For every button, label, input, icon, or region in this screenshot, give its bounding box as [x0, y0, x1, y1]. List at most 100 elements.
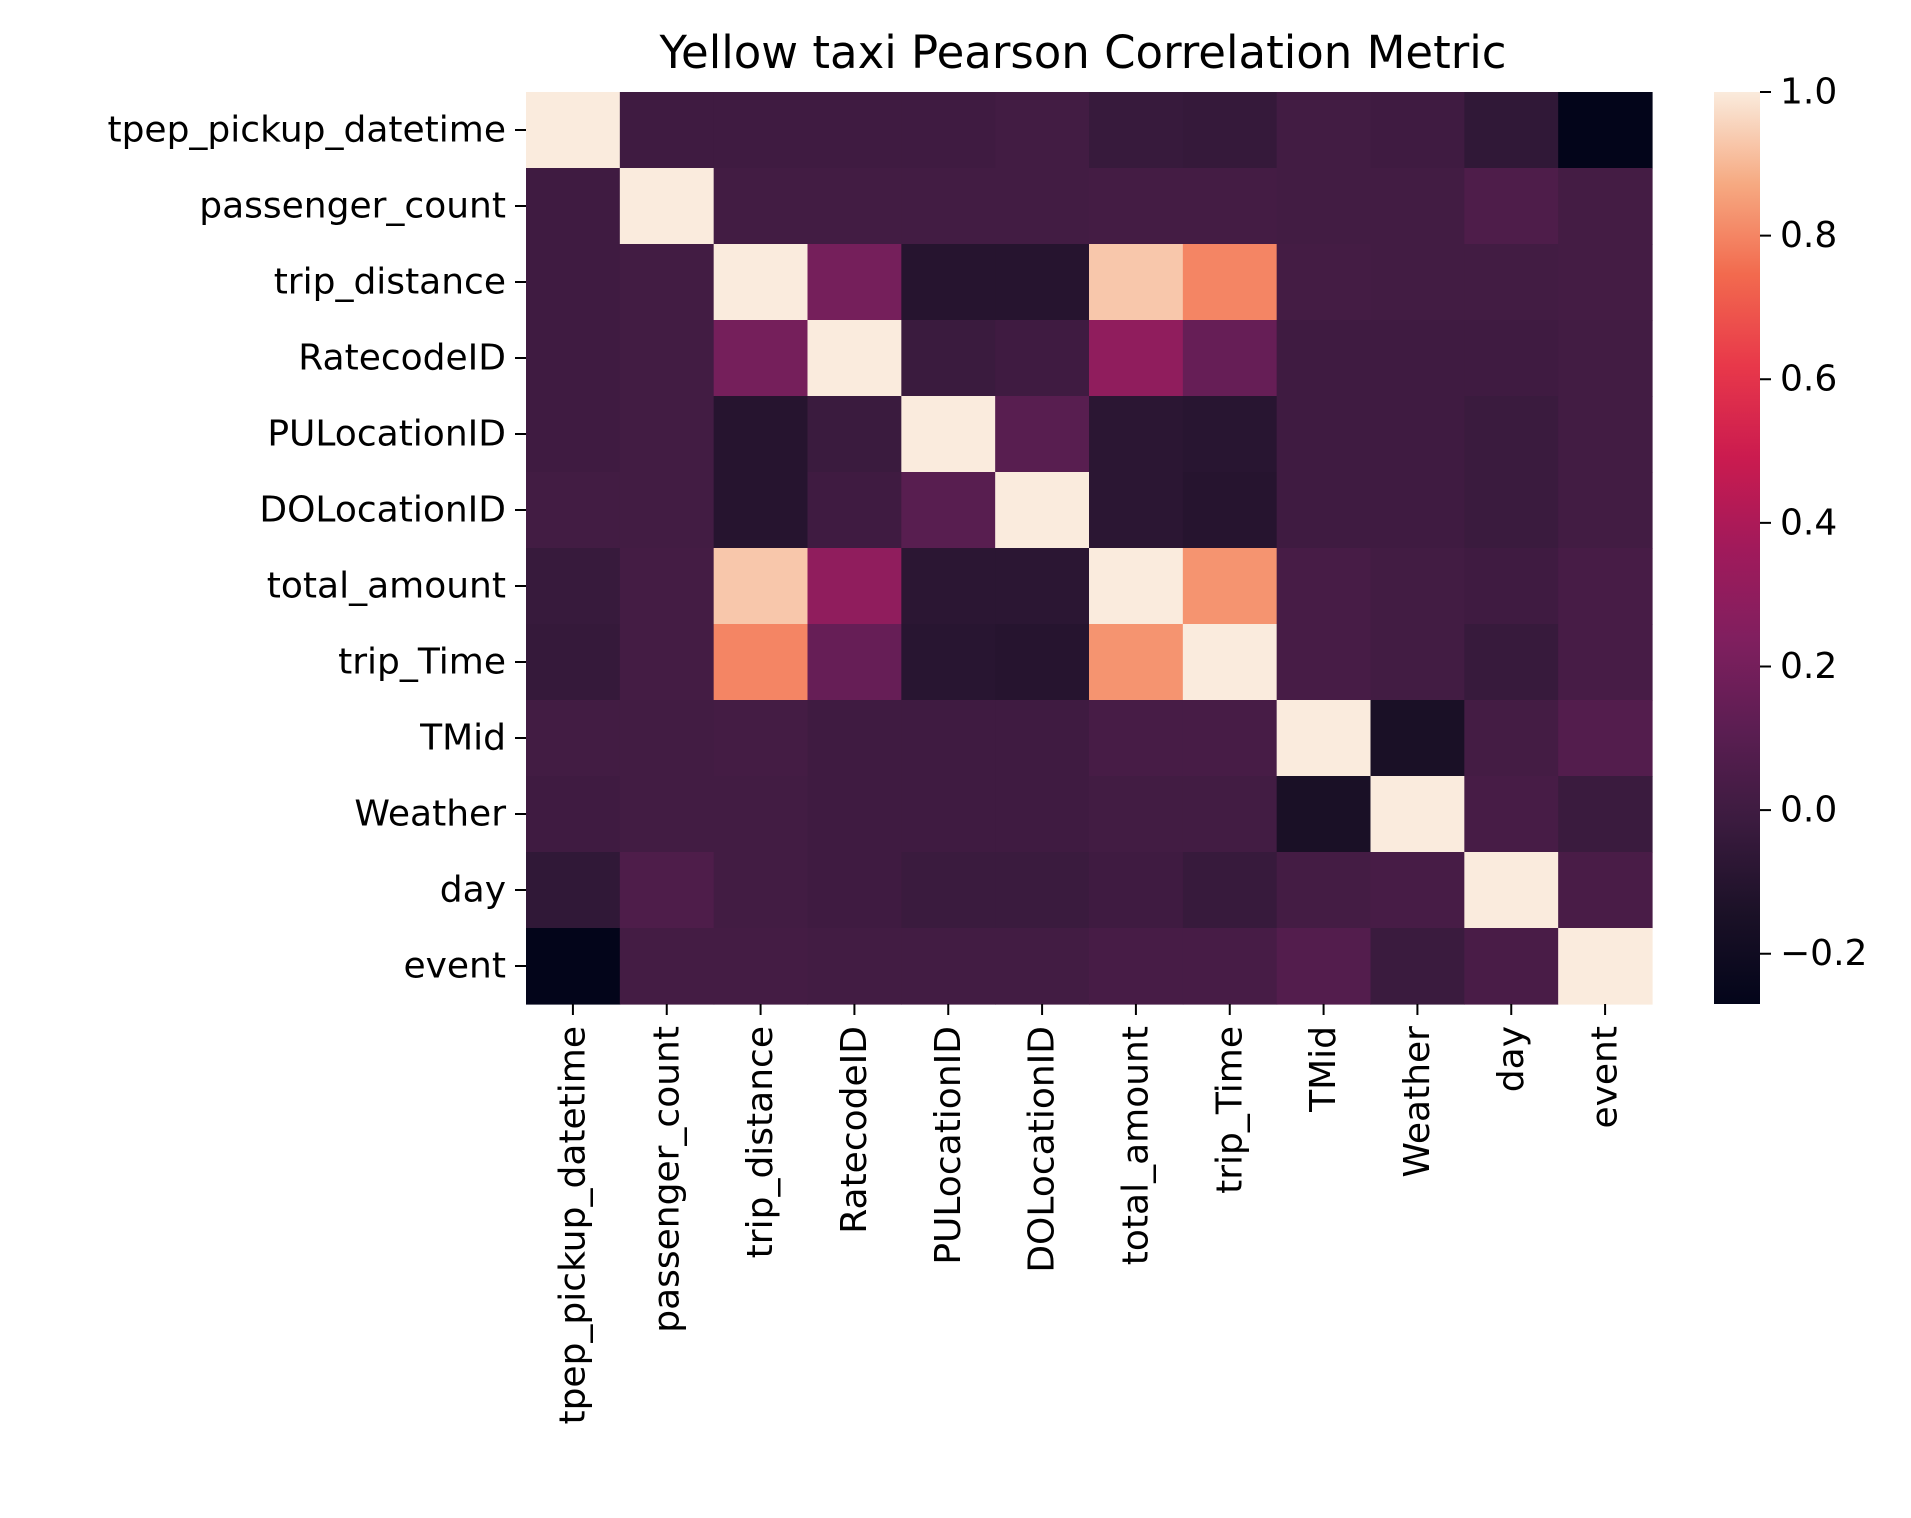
heatmap-cell — [1558, 320, 1653, 397]
y-tick-label: DOLocationID — [259, 490, 506, 531]
heatmap-cell — [901, 92, 996, 169]
y-axis-tick-labels: tpep_pickup_datetime passenger_count trip_… — [107, 110, 526, 987]
heatmap-cell — [619, 92, 715, 169]
heatmap-cell — [1370, 624, 1465, 701]
heatmap-cell — [1464, 548, 1559, 625]
colorbar-tick-label: 0.4 — [1780, 502, 1837, 543]
heatmap-cell — [1182, 852, 1278, 929]
heatmap-cell — [807, 624, 902, 701]
heatmap-cell — [1276, 168, 1372, 245]
heatmap-cell — [713, 244, 809, 321]
heatmap-cell — [995, 168, 1090, 245]
heatmap-cell — [1464, 92, 1559, 169]
heatmap-cell — [807, 396, 902, 473]
heatmap-cell — [713, 700, 809, 777]
y-tick-label: day — [440, 870, 506, 911]
colorbar-tick-label: 0.6 — [1780, 359, 1837, 400]
heatmap-cell — [1089, 548, 1184, 625]
heatmap-cell — [619, 472, 715, 549]
colorbar-tick-label: 1.0 — [1780, 72, 1837, 113]
heatmap-cell — [1558, 472, 1653, 549]
heatmap-cell — [1089, 472, 1184, 549]
heatmap-cell — [901, 320, 996, 397]
heatmap-cell — [713, 624, 809, 701]
heatmap-cell — [1370, 320, 1465, 397]
heatmap-cell — [619, 396, 715, 473]
heatmap-cell — [713, 92, 809, 169]
colorbar-ticks: −0.2 0.0 0.2 0.4 0.6 0.8 1.0 — [1760, 72, 1867, 974]
heatmap-cell — [1558, 624, 1653, 701]
heatmap-cell — [995, 472, 1090, 549]
heatmap-cell — [995, 776, 1090, 853]
heatmap-cell — [1182, 168, 1278, 245]
heatmap-cell — [1182, 244, 1278, 321]
x-tick-label: RatecodeID — [834, 1026, 875, 1234]
heatmap-cell — [995, 852, 1090, 929]
x-tick-label: tpep_pickup_datetime — [552, 1026, 593, 1425]
x-tick-label: DOLocationID — [1022, 1026, 1063, 1273]
heatmap-cell — [995, 928, 1090, 1005]
colorbar-gradient — [1714, 92, 1760, 1004]
heatmap-cell — [995, 396, 1090, 473]
heatmap-cell — [1370, 168, 1465, 245]
heatmap-cell — [526, 624, 621, 701]
heatmap-cell — [1089, 168, 1184, 245]
heatmap-cell — [1276, 852, 1372, 929]
heatmap-cell — [526, 168, 621, 245]
heatmap-cell — [1558, 928, 1653, 1005]
heatmap-cell — [901, 244, 996, 321]
heatmap-cell — [1182, 396, 1278, 473]
heatmap-cell — [713, 852, 809, 929]
heatmap-cell — [1276, 776, 1372, 853]
heatmap-cell — [619, 928, 715, 1005]
heatmap-cell — [526, 472, 621, 549]
heatmap-cell — [1464, 472, 1559, 549]
y-tick-label: event — [403, 946, 506, 987]
y-tick-label: TMid — [419, 718, 506, 759]
y-tick-label: trip_distance — [274, 262, 506, 303]
heatmap-cell — [807, 700, 902, 777]
heatmap-cell — [1276, 928, 1372, 1005]
heatmap-cell — [1464, 776, 1559, 853]
heatmap-cell — [901, 472, 996, 549]
heatmap-cell — [1558, 852, 1653, 929]
x-tick-label: day — [1491, 1026, 1532, 1092]
heatmap-cell — [1276, 92, 1372, 169]
heatmap-cell — [1182, 92, 1278, 169]
heatmap-cell — [807, 92, 902, 169]
heatmap-cell — [995, 624, 1090, 701]
heatmap-cell — [1464, 852, 1559, 929]
heatmap-cell — [526, 244, 621, 321]
heatmap-cell — [1182, 700, 1278, 777]
heatmap-cell — [526, 396, 621, 473]
heatmap-cell — [526, 320, 621, 397]
heatmap-cell — [1370, 396, 1465, 473]
x-tick-label: event — [1585, 1026, 1626, 1129]
heatmap-cell — [901, 548, 996, 625]
x-tick-label: trip_distance — [740, 1026, 781, 1258]
heatmap-cell — [619, 168, 715, 245]
heatmap-cell — [619, 244, 715, 321]
x-axis-tick-labels: tpep_pickup_datetime passenger_count trip_… — [552, 1004, 1626, 1425]
heatmap-cell — [1276, 472, 1372, 549]
colorbar-tick-label: −0.2 — [1780, 933, 1867, 974]
heatmap-cell — [526, 776, 621, 853]
heatmap-cell — [807, 472, 902, 549]
y-tick-label: passenger_count — [199, 186, 506, 227]
heatmap-cell — [1370, 776, 1465, 853]
heatmap-cell — [1464, 244, 1559, 321]
heatmap-cell — [1276, 320, 1372, 397]
heatmap-cell — [901, 396, 996, 473]
heatmap-cell — [713, 472, 809, 549]
heatmap-cell — [526, 700, 621, 777]
heatmap-cell — [901, 168, 996, 245]
heatmap-cell — [1464, 928, 1559, 1005]
heatmap-cell — [619, 700, 715, 777]
heatmap-cell — [1464, 700, 1559, 777]
heatmap-cell — [901, 624, 996, 701]
heatmap-cell — [619, 852, 715, 929]
heatmap-cell — [995, 92, 1090, 169]
heatmap-cell — [526, 92, 621, 169]
heatmap-cell — [995, 320, 1090, 397]
heatmap-cell — [1464, 320, 1559, 397]
